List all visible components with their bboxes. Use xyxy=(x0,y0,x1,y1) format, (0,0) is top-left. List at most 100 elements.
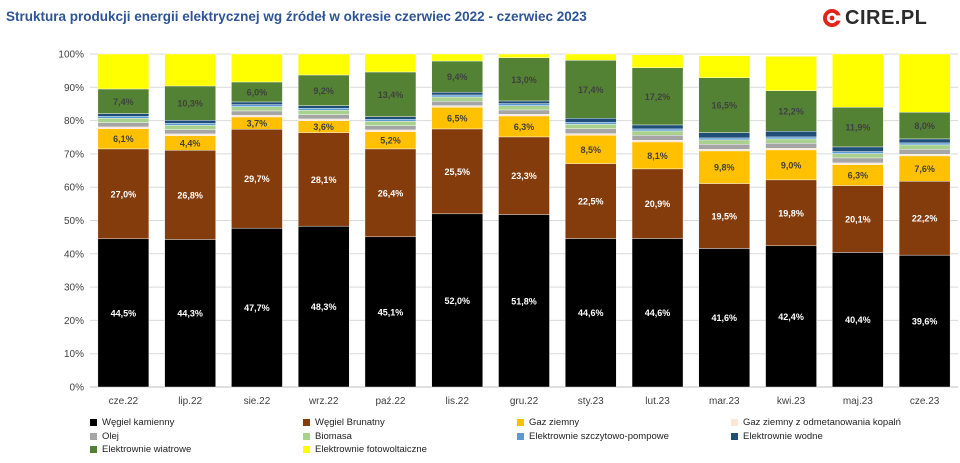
bar-segment xyxy=(297,53,350,76)
bar-segment xyxy=(164,123,216,126)
data-label: 9,4% xyxy=(447,72,468,82)
bar-segment xyxy=(364,53,417,73)
legend-item: Olej xyxy=(90,431,119,442)
x-tick-label: paź.22 xyxy=(375,396,405,407)
legend-item: Biomasa xyxy=(303,431,352,442)
data-label: 6,3% xyxy=(514,122,535,132)
data-label: 13,4% xyxy=(378,90,404,100)
legend-label: Elektrownie fotowoltaiczne xyxy=(315,444,427,455)
bar-segment xyxy=(765,131,817,138)
data-label: 44,6% xyxy=(578,308,604,318)
data-labels: 44,5% 27,0% 6,1% 7,4% 44,3% 26,8% 4,4% 10,3% 47,… xyxy=(111,72,938,326)
data-label: 26,8% xyxy=(177,190,203,200)
bar-segment xyxy=(97,53,150,90)
bar-segment xyxy=(231,110,283,116)
bar-segment xyxy=(765,143,817,149)
bar-segment xyxy=(498,114,550,117)
y-tick-label: 70% xyxy=(64,149,84,160)
data-label: 7,4% xyxy=(113,97,134,107)
x-tick-label: lip.22 xyxy=(178,396,202,407)
bar-segment xyxy=(498,53,550,58)
bar-segment xyxy=(832,162,884,165)
bar-segment xyxy=(565,53,617,61)
data-label: 6,5% xyxy=(447,114,468,124)
legend-item: Węgiel kamienny xyxy=(90,417,174,428)
bar-segment xyxy=(498,100,550,104)
bar-segment xyxy=(832,252,884,388)
data-label: 8,1% xyxy=(647,151,668,161)
y-tick-label: 60% xyxy=(64,183,84,194)
legend: Węgiel kamienny Węgiel Brunatny Gaz ziemny… xyxy=(90,417,950,461)
data-label: 16,5% xyxy=(712,101,738,111)
x-tick-label: sie.22 xyxy=(244,396,271,407)
bar-segment xyxy=(231,104,283,107)
data-label: 42,4% xyxy=(778,312,804,322)
x-tick-label: sty.23 xyxy=(578,396,604,407)
bar-segment xyxy=(565,163,617,239)
bar-segment xyxy=(631,128,684,132)
logo: CIRE.PL xyxy=(822,6,927,30)
bar-segment xyxy=(364,236,417,388)
bar-segment xyxy=(297,114,350,120)
data-label: 44,6% xyxy=(645,308,671,318)
data-label: 23,3% xyxy=(511,171,537,181)
bar-segment xyxy=(898,149,951,155)
bar-segment xyxy=(832,146,884,152)
bar-segment xyxy=(431,128,483,215)
bar-segment xyxy=(631,54,684,68)
bar-segment xyxy=(498,109,550,115)
bar-segment xyxy=(765,90,817,132)
bar-segment xyxy=(431,92,483,96)
legend-label: Elektrownie wiatrowe xyxy=(102,444,192,455)
data-label: 52,0% xyxy=(444,296,470,306)
bar-segment xyxy=(698,144,751,150)
bar-segment xyxy=(164,120,216,124)
bar-segment xyxy=(565,124,617,129)
bar-segment xyxy=(631,168,684,239)
bar-segment xyxy=(97,113,150,117)
legend-swatch xyxy=(517,419,524,426)
bar-segment xyxy=(297,74,350,106)
bar-segment xyxy=(898,53,951,113)
bar-segment xyxy=(431,60,483,93)
bar-segment xyxy=(631,124,684,130)
legend-swatch xyxy=(731,432,738,440)
data-label: 3,6% xyxy=(313,122,334,132)
legend-label: Elektrownie szczytowo-pompowe xyxy=(529,430,669,442)
data-label: 9,8% xyxy=(714,163,735,173)
bar-segment xyxy=(631,67,684,126)
bar-segment xyxy=(97,116,150,119)
bar-segment xyxy=(431,96,483,102)
logo-text: CIRE.PL xyxy=(845,6,928,29)
data-label: 22,2% xyxy=(912,214,938,224)
bar-segment xyxy=(498,136,550,215)
data-label: 12,2% xyxy=(778,106,804,116)
legend-swatch xyxy=(303,432,310,440)
legend-label: Węgiel Brunatny xyxy=(315,417,385,428)
data-label: 7,6% xyxy=(914,164,935,174)
bar-segment xyxy=(631,238,684,388)
x-axis: cze.22 lip.22 sie.22 wrz.22 paź.22 lis.22 gru.… xyxy=(109,396,940,407)
bar-segment xyxy=(297,110,350,115)
bar-segment xyxy=(431,94,483,98)
data-label: 47,7% xyxy=(244,303,270,313)
y-axis: 0% 10% 20% 30% 40% 50% 60% 70% 80% 90% 100% xyxy=(58,50,84,394)
bar-segment xyxy=(97,122,150,128)
legend-swatch xyxy=(303,446,310,453)
bar-segment xyxy=(698,248,751,388)
bar-segment xyxy=(898,138,951,144)
bar-segment xyxy=(97,238,150,388)
bar-segment xyxy=(431,53,483,62)
bar-segment xyxy=(231,106,283,112)
bar-segment xyxy=(898,254,951,388)
bar-segment xyxy=(498,103,550,106)
bar-segment xyxy=(97,88,150,114)
data-label: 9,2% xyxy=(313,86,334,96)
x-tick-label: lut.23 xyxy=(645,396,670,407)
legend-item: Elektrownie wodne xyxy=(731,431,823,442)
data-label: 8,0% xyxy=(914,121,935,131)
bar-segment xyxy=(765,179,817,247)
data-label: 29,7% xyxy=(244,174,270,184)
data-label: 22,5% xyxy=(578,197,604,207)
bar-segment xyxy=(297,225,350,388)
